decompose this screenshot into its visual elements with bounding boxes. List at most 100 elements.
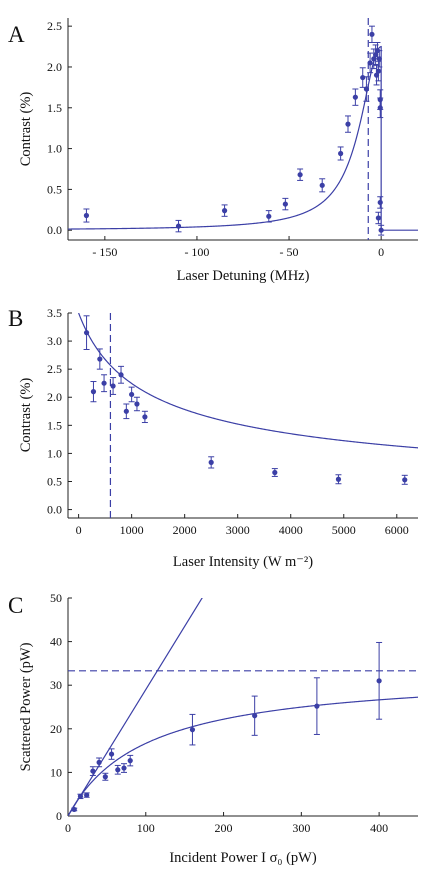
data-point	[189, 727, 196, 733]
data-point	[142, 414, 148, 420]
chart-panel-b: B Laser Intensity (W m⁻²) Contrast (%) 0…	[8, 306, 418, 570]
data-point	[175, 223, 182, 229]
data-point-group	[121, 763, 127, 773]
chart-panel-c: C Incident Power I σ₀ (pW) Scattered Pow…	[8, 591, 418, 866]
fit-curve	[68, 45, 418, 231]
data-point	[314, 703, 320, 709]
x-axis-title-a: Laser Detuning (MHz)	[177, 268, 310, 284]
y-tick-label: 0.0	[47, 503, 62, 517]
x-tick-label: 0	[76, 523, 82, 537]
data-point-group	[77, 793, 84, 800]
y-tick-label: 0.0	[47, 223, 62, 237]
x-tick-label: 5000	[332, 523, 356, 537]
data-point	[110, 383, 116, 389]
data-point	[363, 86, 370, 92]
data-point-group	[83, 208, 90, 223]
data-point	[83, 330, 90, 336]
y-axis-title-c: Scattered Power (pW)	[18, 642, 34, 771]
data-point	[221, 208, 228, 214]
y-tick-label: 20	[50, 722, 62, 736]
data-point	[90, 389, 97, 395]
data-point	[402, 477, 408, 483]
data-point	[123, 408, 129, 414]
data-point-group	[378, 224, 385, 236]
data-point	[134, 401, 140, 407]
data-point	[335, 476, 342, 482]
data-point-group	[221, 204, 228, 217]
chart-panel-a: A Laser Detuning (MHz) Contrast (%) - 15…	[8, 18, 418, 284]
data-point-group	[114, 764, 121, 775]
data-point-group	[319, 178, 326, 193]
data-point-group	[271, 468, 278, 477]
data-point-group	[208, 456, 215, 469]
data-point-group	[96, 757, 103, 768]
data-point	[369, 31, 375, 37]
data-point	[121, 765, 127, 771]
data-point	[375, 215, 381, 221]
data-point	[97, 356, 103, 362]
y-tick-label: 0.5	[47, 182, 62, 196]
data-point-group	[363, 76, 370, 102]
data-point-group	[335, 474, 342, 485]
data-point	[377, 105, 383, 111]
data-point	[83, 212, 90, 219]
x-tick-label: 2000	[173, 523, 197, 537]
data-point	[101, 380, 107, 386]
y-tick-label: 2.5	[47, 19, 62, 33]
data-point-group	[368, 25, 375, 43]
data-point	[377, 199, 383, 206]
fit-curve	[68, 696, 418, 816]
data-point-group	[141, 410, 148, 424]
y-tick-label: 1.0	[47, 446, 62, 460]
data-point	[266, 213, 272, 219]
data-point-group	[89, 766, 96, 776]
data-point-group	[359, 67, 366, 88]
data-point-group	[375, 60, 382, 82]
data-point-group	[96, 348, 103, 370]
data-point	[71, 806, 77, 813]
data-point	[282, 201, 288, 207]
data-point	[338, 150, 344, 157]
data-point-group	[377, 97, 384, 119]
y-tick-label: 3.5	[47, 306, 62, 320]
data-point	[127, 758, 133, 764]
data-point-group	[265, 210, 272, 223]
x-tick-label: 1000	[120, 523, 144, 537]
plot-area	[78, 313, 418, 518]
data-point	[345, 121, 351, 127]
data-point-group	[71, 806, 78, 813]
data-point	[360, 74, 366, 81]
data-point-group	[133, 396, 140, 412]
y-tick-label: 2.5	[47, 362, 62, 376]
data-point-group	[313, 677, 320, 735]
data-point	[208, 459, 214, 465]
data-point	[77, 793, 84, 799]
x-tick-label: 3000	[226, 523, 250, 537]
x-tick-label: - 150	[92, 245, 117, 259]
x-axis-title-b: Laser Intensity (W m⁻²)	[173, 554, 313, 570]
data-point	[84, 792, 90, 798]
data-point-group	[189, 713, 196, 746]
data-point-group	[90, 381, 97, 403]
x-tick-label: - 50	[280, 245, 299, 259]
data-point	[90, 768, 96, 774]
data-point-group	[101, 374, 108, 393]
data-point-group	[251, 695, 258, 736]
x-tick-label: 100	[137, 821, 155, 835]
data-point-group	[127, 754, 134, 767]
y-tick-label: 10	[50, 765, 62, 779]
data-point-group	[375, 211, 382, 225]
y-axis-title-b: Contrast (%)	[18, 378, 34, 453]
data-point	[373, 52, 379, 58]
data-point	[108, 751, 115, 757]
x-tick-label: 0	[378, 245, 384, 259]
data-point-group	[110, 377, 117, 395]
data-point	[373, 72, 380, 78]
x-tick-label: 6000	[385, 523, 409, 537]
data-point-group	[352, 88, 359, 106]
data-point	[252, 713, 258, 719]
data-point	[376, 678, 382, 684]
data-point-group	[401, 474, 408, 485]
data-point	[376, 56, 382, 62]
